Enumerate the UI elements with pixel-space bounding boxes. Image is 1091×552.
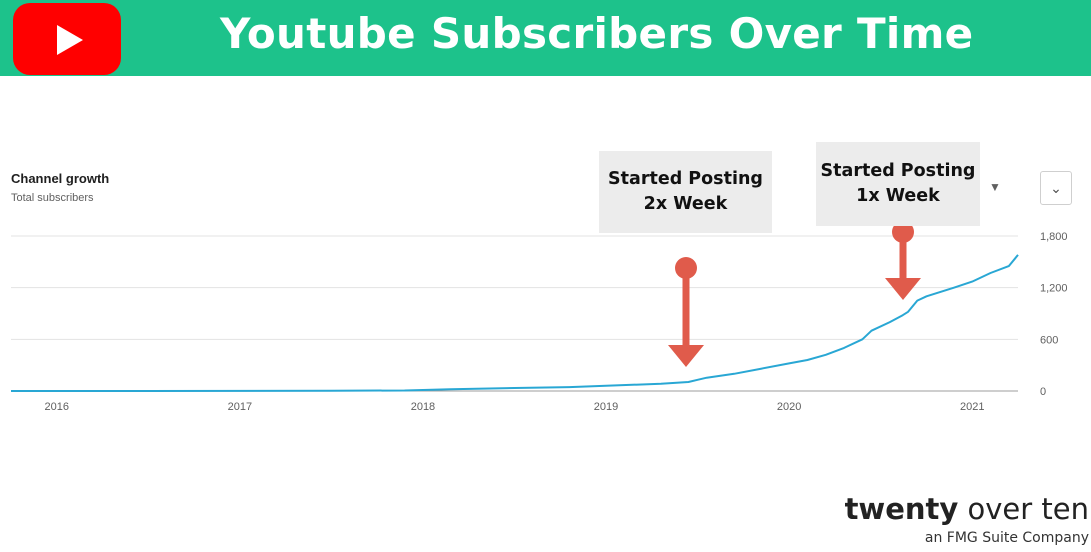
x-tick-label: 2016 (45, 401, 69, 413)
annotation-line2: 2x Week (643, 194, 728, 214)
header-banner: Youtube Subscribers Over Time (0, 0, 1091, 76)
x-tick-label: 2020 (777, 401, 801, 413)
annotation-line2: 1x Week (856, 186, 940, 206)
youtube-play-icon (13, 3, 121, 75)
x-tick-label: 2019 (594, 401, 618, 413)
x-tick-label: 2017 (228, 401, 252, 413)
brand-logo: twenty over ten (845, 492, 1089, 526)
series-line (11, 254, 1019, 392)
annotation-arrow-head (885, 278, 921, 300)
page-title: Youtube Subscribers Over Time (220, 9, 974, 58)
brand-tagline: an FMG Suite Company (924, 530, 1089, 546)
y-tick-label: 1,200 (1040, 283, 1068, 295)
brand-name-rest: over ten (958, 492, 1090, 526)
annotation-arrow-head (668, 345, 704, 367)
chevron-down-icon[interactable]: ⌄ (1040, 171, 1072, 205)
y-tick-label: 600 (1040, 334, 1058, 346)
chart-title: Channel growth (11, 171, 110, 186)
annotation-1x-week: Started Posting 1x Week (816, 142, 980, 226)
y-tick-label: 1,800 (1040, 231, 1068, 243)
annotation-line1: Started Posting (608, 169, 763, 189)
annotation-line1: Started Posting (820, 161, 976, 181)
x-tick-label: 2018 (411, 401, 435, 413)
chart-subtitle: Total subscribers (11, 192, 94, 204)
y-tick-label: 0 (1040, 386, 1046, 398)
brand-name-bold: twenty (844, 492, 959, 526)
caret-down-icon[interactable]: ▼ (989, 180, 1001, 194)
x-tick-label: 2021 (960, 401, 984, 413)
annotation-2x-week: Started Posting 2x Week (599, 151, 772, 233)
